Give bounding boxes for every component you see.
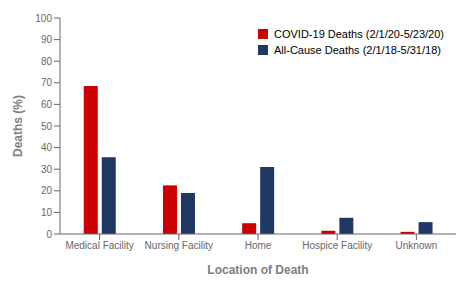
svg-text:10: 10 [41, 207, 53, 218]
svg-text:Location of Death: Location of Death [207, 263, 308, 277]
svg-text:100: 100 [35, 13, 52, 24]
svg-text:Deaths (%): Deaths (%) [11, 95, 25, 157]
html-text:COVID-19 Deaths (2/1/20-5/23/2: COVID-19 Deaths (2/1/20-5/23/20) [274, 28, 444, 40]
svg-text:40: 40 [41, 142, 53, 153]
svg-text:Nursing Facility: Nursing Facility [145, 240, 213, 251]
html-text:All-Cause Deaths (2/1/18-5/31/: All-Cause Deaths (2/1/18-5/31/18) [274, 44, 441, 56]
svg-text:60: 60 [41, 99, 53, 110]
svg-text:50: 50 [41, 121, 53, 132]
svg-text:Medical Facility: Medical Facility [65, 240, 133, 251]
svg-text:Hospice Facility: Hospice Facility [302, 240, 372, 251]
svg-text:80: 80 [41, 56, 53, 67]
svg-text:90: 90 [41, 34, 53, 45]
svg-text:Unknown: Unknown [396, 240, 438, 251]
svg-text:20: 20 [41, 185, 53, 196]
svg-text:Home: Home [245, 240, 272, 251]
svg-text:0: 0 [46, 229, 52, 240]
svg-text:70: 70 [41, 77, 53, 88]
svg-text:30: 30 [41, 164, 53, 175]
